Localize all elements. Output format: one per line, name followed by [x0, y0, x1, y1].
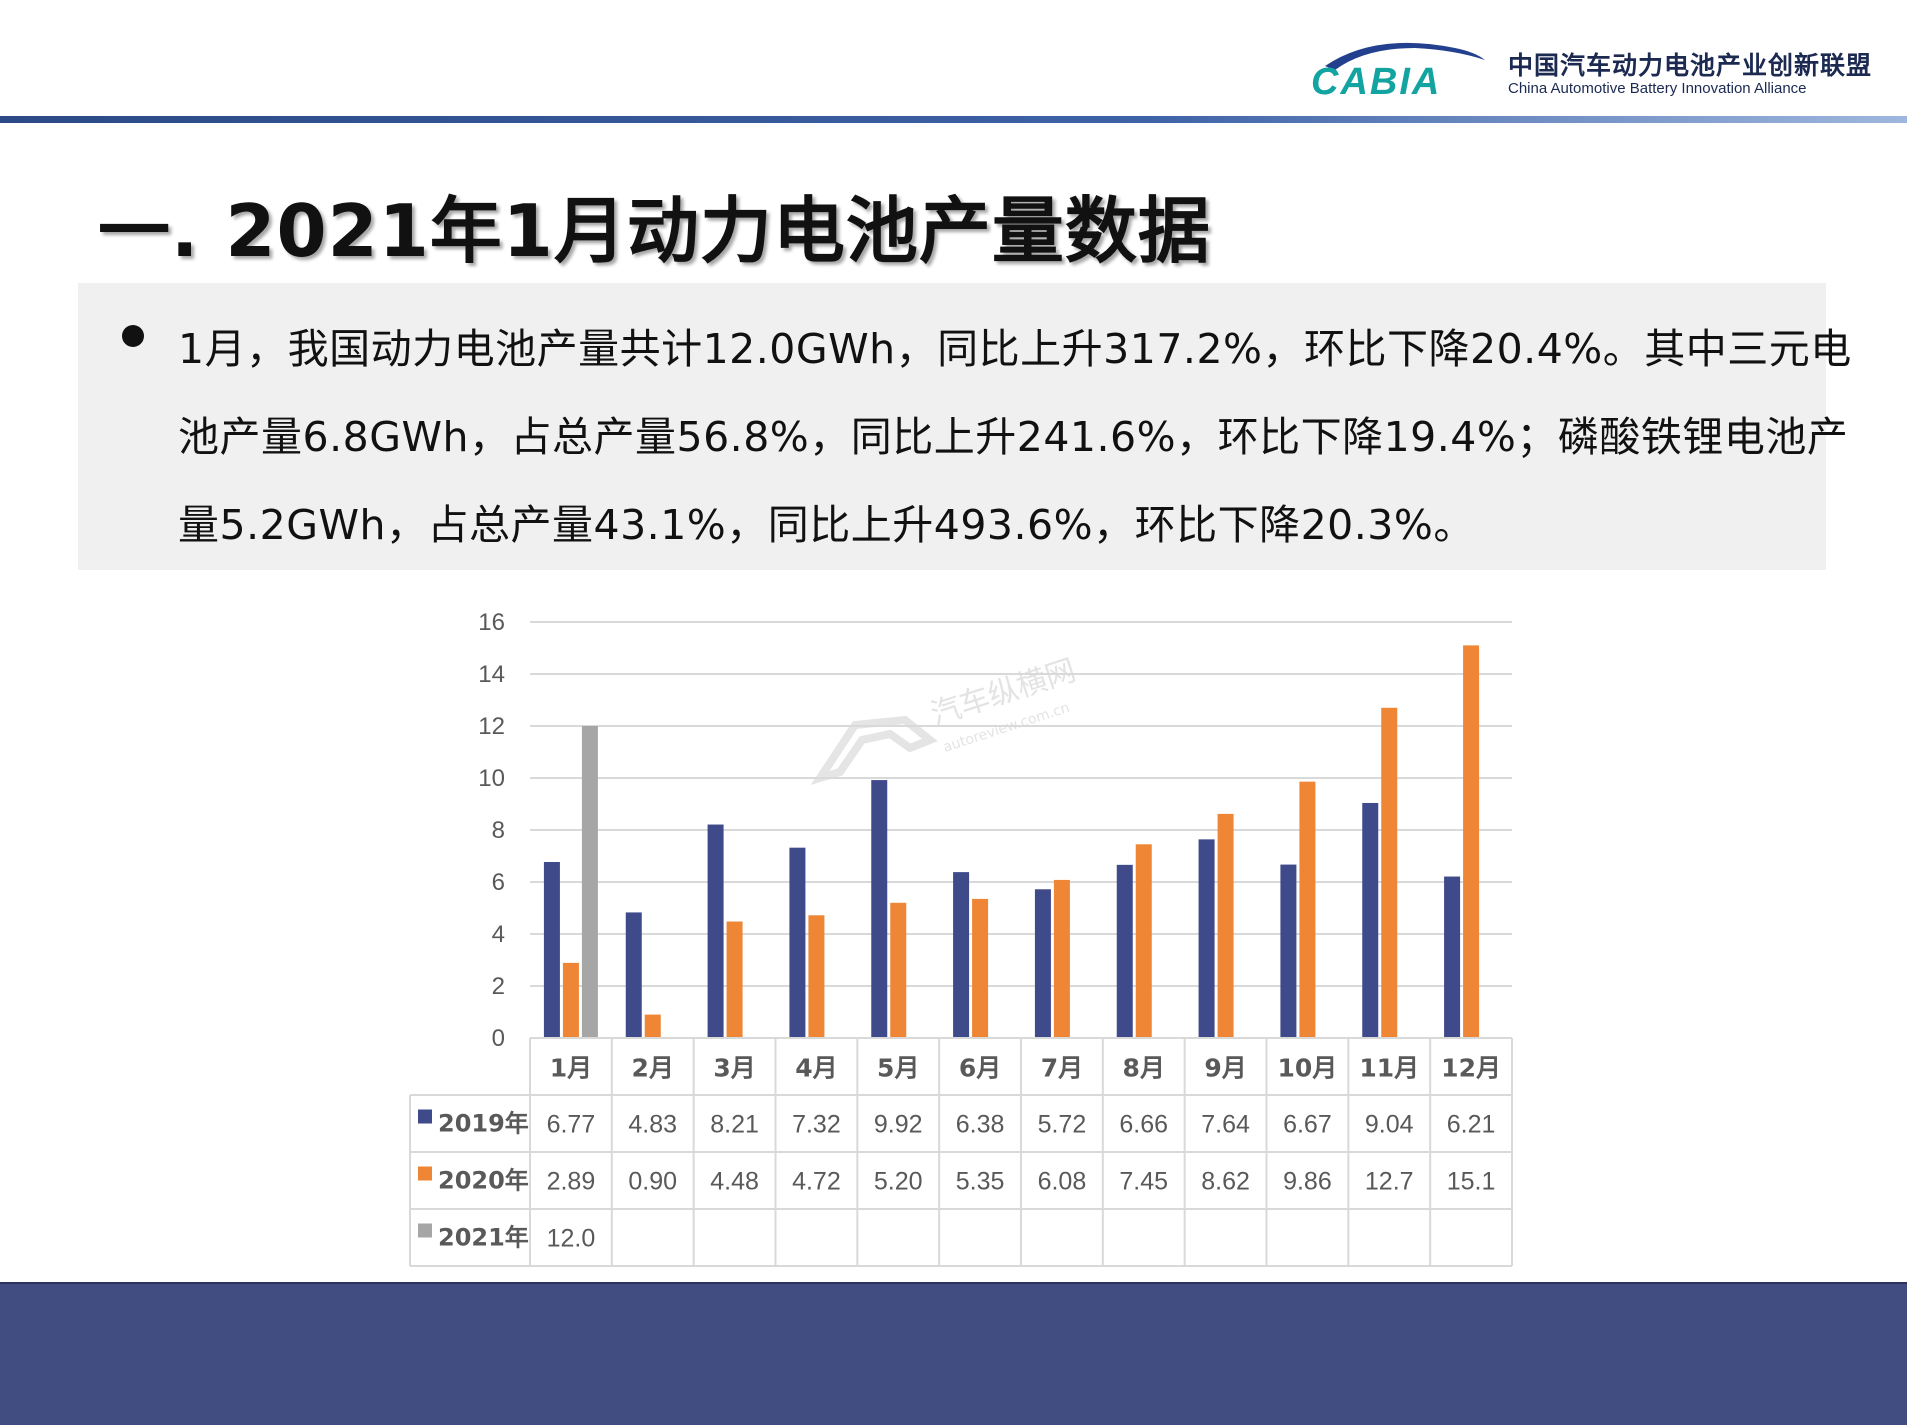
legend-swatch: [418, 1109, 432, 1124]
org-name-en: China Automotive Battery Innovation Alli…: [1508, 80, 1807, 97]
x-tick-label: 10月: [1278, 1054, 1338, 1083]
bar: [707, 824, 724, 1038]
data-label: 12.7: [1365, 1168, 1414, 1196]
bar: [644, 1014, 661, 1038]
y-tick-label: 0: [492, 1025, 505, 1052]
data-table: 1月 2月 3月 4月 5月 6月 7月 8月 9月 10月 11月 12月 2019年 6.77 4.83…: [409, 1037, 1513, 1267]
x-tick-label: 4月: [795, 1054, 837, 1083]
data-label: 5.20: [874, 1168, 923, 1196]
legend-label: 2021年: [438, 1224, 529, 1252]
x-tick-label: 1月: [550, 1054, 592, 1083]
watermark-car-icon: [810, 715, 938, 786]
y-tick-label: 14: [478, 661, 505, 688]
bar: [1444, 876, 1461, 1038]
bar: [1135, 844, 1152, 1038]
watermark: 汽车纵横网 autoreview.com.cn: [810, 653, 1080, 786]
bar: [953, 872, 970, 1038]
cabia-logo: CABIA: [1311, 42, 1485, 100]
bars: [543, 645, 1480, 1038]
y-tick-label: 10: [478, 765, 505, 792]
legend-swatch: [418, 1223, 432, 1238]
data-label: 6.67: [1283, 1111, 1332, 1139]
y-tick-label: 6: [492, 869, 505, 896]
data-label: 6.08: [1038, 1168, 1087, 1196]
x-tick-label: 8月: [1123, 1054, 1165, 1083]
bar: [789, 847, 806, 1038]
footer-shade: [0, 1282, 1907, 1285]
x-tick-label: 6月: [959, 1054, 1001, 1083]
bar: [1116, 864, 1133, 1038]
bar: [808, 915, 825, 1038]
data-label: 4.83: [628, 1111, 677, 1139]
bar: [1198, 839, 1215, 1038]
data-label: 2.89: [547, 1168, 596, 1196]
data-label: 5.35: [956, 1168, 1005, 1196]
x-tick-label: 7月: [1041, 1054, 1083, 1083]
grid: [530, 621, 1512, 1039]
bar: [972, 898, 989, 1038]
data-label: 6.77: [547, 1111, 596, 1139]
bar: [1280, 864, 1297, 1038]
data-label: 6.66: [1119, 1111, 1168, 1139]
data-label: 7.32: [792, 1111, 841, 1139]
data-label: 12.0: [547, 1225, 596, 1253]
header-divider: [0, 116, 1907, 123]
y-tick-label: 4: [492, 921, 505, 948]
y-tick-label: 16: [478, 609, 505, 636]
legend-label: 2019年: [438, 1110, 529, 1138]
x-tick-label: 12月: [1441, 1054, 1501, 1083]
bar: [581, 726, 598, 1038]
data-label: 4.48: [710, 1168, 759, 1196]
summary-box: 1月，我国动力电池产量共计12.0GWh，同比上升317.2%，环比下降20.4…: [78, 283, 1851, 570]
data-label: 8.62: [1201, 1168, 1250, 1196]
data-label: 0.90: [628, 1168, 677, 1196]
data-label: 9.86: [1283, 1168, 1332, 1196]
bar: [1362, 802, 1379, 1038]
x-tick-label: 5月: [877, 1054, 919, 1083]
production-bar-chart: 汽车纵横网 autoreview.com.cn 0 2 4 6 8 10 12 14 16 1月…: [409, 609, 1513, 1267]
bar: [1381, 707, 1398, 1038]
data-label: 8.21: [710, 1111, 759, 1139]
footer-band: [0, 1284, 1907, 1425]
bar: [871, 780, 888, 1038]
data-label: 6.21: [1447, 1111, 1496, 1139]
data-label: 5.72: [1038, 1111, 1087, 1139]
summary-paragraph: 1月，我国动力电池产量共计12.0GWh，同比上升317.2%，环比下降20.4…: [178, 325, 1852, 549]
x-tick-label: 9月: [1204, 1054, 1246, 1083]
data-label: 7.45: [1119, 1168, 1168, 1196]
y-tick-label: 8: [492, 817, 505, 844]
legend-label: 2020年: [438, 1167, 529, 1195]
y-tick-label: 12: [478, 713, 505, 740]
data-label: 6.38: [956, 1111, 1005, 1139]
bar: [1299, 781, 1316, 1038]
y-tick-label: 2: [492, 973, 505, 1000]
page-title: 一. 2021年1月动力电池产量数据: [98, 189, 1211, 273]
bar: [1053, 879, 1070, 1038]
bar: [1034, 889, 1051, 1038]
data-label: 4.72: [792, 1168, 841, 1196]
x-tick-label: 3月: [713, 1054, 755, 1083]
bar: [543, 861, 560, 1038]
data-label: 7.64: [1201, 1111, 1250, 1139]
bar: [625, 912, 642, 1038]
legend-swatch: [418, 1166, 432, 1181]
bar: [1463, 645, 1480, 1038]
bar: [726, 921, 743, 1038]
y-axis: 0 2 4 6 8 10 12 14 16: [478, 609, 505, 1052]
org-name-cn: 中国汽车动力电池产业创新联盟: [1508, 51, 1873, 80]
bar: [1217, 813, 1234, 1038]
data-label: 9.92: [874, 1111, 923, 1139]
x-tick-label: 2月: [632, 1054, 674, 1083]
bullet-dot: [122, 325, 144, 347]
bar: [562, 962, 579, 1038]
data-label: 9.04: [1365, 1111, 1414, 1139]
bar: [890, 902, 907, 1038]
x-tick-label: 11月: [1359, 1054, 1419, 1083]
logo-text: CABIA: [1311, 61, 1441, 100]
data-label: 15.1: [1447, 1168, 1496, 1196]
header: CABIA 中国汽车动力电池产业创新联盟 China Automotive Ba…: [0, 0, 1907, 123]
